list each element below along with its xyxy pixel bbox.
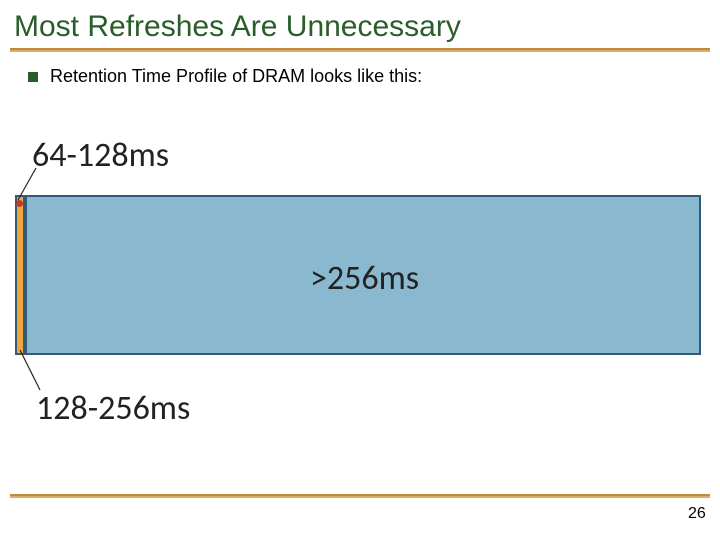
bullet-row: Retention Time Profile of DRAM looks lik… [0, 52, 720, 87]
label-64-128ms: 64-128ms [32, 135, 169, 176]
label-gt-256ms: >256ms [310, 258, 419, 299]
bullet-text: Retention Time Profile of DRAM looks lik… [50, 66, 422, 87]
bar-64-128ms [15, 195, 25, 355]
label-128-256ms: 128-256ms [36, 388, 190, 429]
slide-title: Most Refreshes Are Unnecessary [0, 0, 720, 48]
callout-dot [16, 200, 23, 207]
bullet-marker [28, 72, 38, 82]
footer-rule-bottom [10, 496, 710, 498]
page-number: 26 [688, 505, 706, 523]
